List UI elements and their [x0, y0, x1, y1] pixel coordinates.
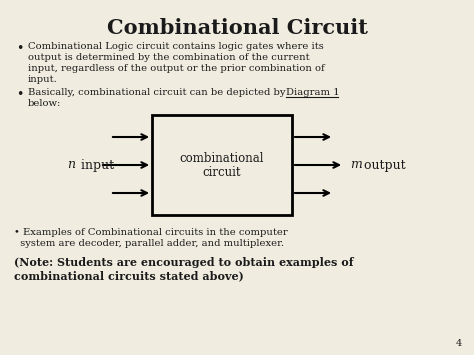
Text: Diagram 1: Diagram 1 [286, 88, 340, 97]
Text: (Note: Students are encouraged to obtain examples of: (Note: Students are encouraged to obtain… [14, 257, 354, 268]
Text: combinational circuits stated above): combinational circuits stated above) [14, 270, 244, 281]
Text: combinational: combinational [180, 152, 264, 164]
Text: • Examples of Combinational circuits in the computer: • Examples of Combinational circuits in … [14, 228, 288, 237]
Bar [152, 115, 292, 215]
Text: output: output [360, 158, 406, 171]
Text: below:: below: [28, 99, 61, 108]
Text: •: • [16, 42, 23, 55]
Text: input, regardless of the output or the prior combination of: input, regardless of the output or the p… [28, 64, 325, 73]
Text: Combinational Circuit: Combinational Circuit [107, 18, 367, 38]
Text: Basically, combinational circuit can be depicted by: Basically, combinational circuit can be … [28, 88, 289, 97]
Text: 4: 4 [456, 339, 462, 348]
Text: m: m [350, 158, 362, 171]
Text: output is determined by the combination of the current: output is determined by the combination … [28, 53, 310, 62]
Text: •: • [16, 88, 23, 101]
Text: system are decoder, parallel adder, and multiplexer.: system are decoder, parallel adder, and … [14, 239, 284, 248]
Text: Combinational Logic circuit contains logic gates where its: Combinational Logic circuit contains log… [28, 42, 324, 51]
Text: circuit: circuit [203, 165, 241, 179]
Text: n: n [67, 158, 75, 171]
Text: input: input [77, 158, 114, 171]
Text: input.: input. [28, 75, 58, 84]
